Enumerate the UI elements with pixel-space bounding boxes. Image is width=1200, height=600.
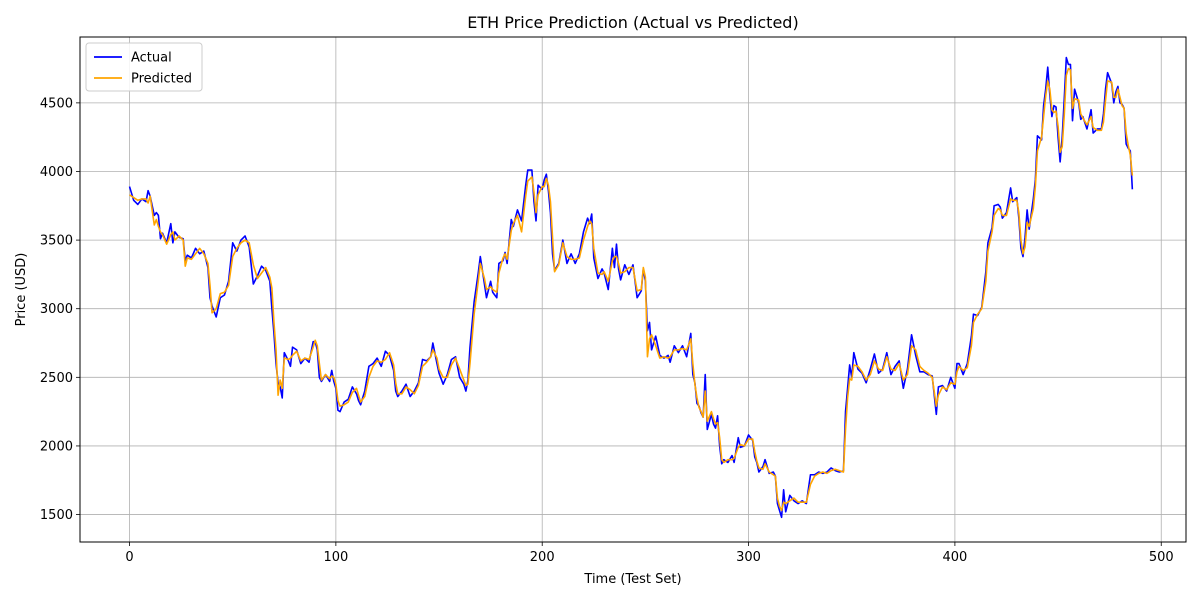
y-tick-label-4500: 4500: [40, 96, 73, 111]
legend-label-predicted: Predicted: [131, 72, 192, 87]
y-tick-label-4000: 4000: [40, 165, 73, 180]
chart-title: ETH Price Prediction (Actual vs Predicte…: [467, 13, 798, 32]
y-axis-title: Price (USD): [14, 253, 29, 327]
grid-lines: [80, 37, 1186, 542]
plot-area-frame: [79, 36, 1187, 543]
y-tick-label-1500: 1500: [40, 508, 73, 523]
x-tick-label-100: 100: [323, 550, 348, 565]
x-tick-label-0: 0: [125, 550, 133, 565]
x-tick-label-500: 500: [1149, 550, 1174, 565]
legend-label-actual: Actual: [131, 51, 172, 66]
legend-box: [85, 42, 203, 92]
y-tick-label-2500: 2500: [40, 371, 73, 386]
y-tick-label-3500: 3500: [40, 234, 73, 249]
legend: Actual Predicted: [85, 42, 203, 92]
x-tick-label-300: 300: [736, 550, 761, 565]
x-axis-title: Time (Test Set): [583, 572, 681, 587]
y-tick-label-3000: 3000: [40, 302, 73, 317]
series-lines: [128, 56, 1134, 519]
y-tick-label-2000: 2000: [40, 439, 73, 454]
x-tick-label-400: 400: [942, 550, 967, 565]
axis-ticks: 0 100 200 300 400 500 1500 2000 2500 3000 3500 4000…: [40, 96, 1174, 565]
series-line-predicted: [129, 67, 1134, 512]
x-tick-label-200: 200: [530, 550, 555, 565]
